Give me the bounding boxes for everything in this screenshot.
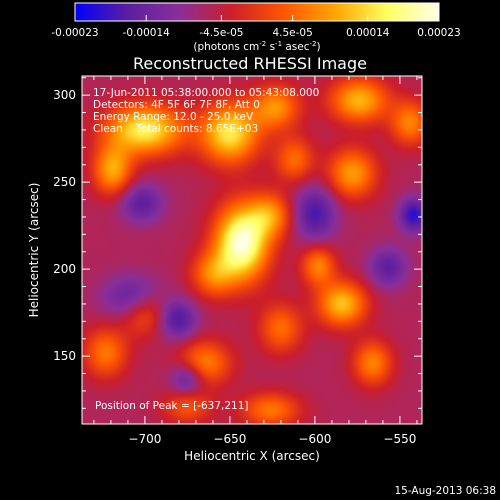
colorbar-tick-label: -4.5e-05 [199,27,243,39]
heatmap-image [82,76,422,424]
y-tick-label: 200 [53,262,76,276]
y-tick-label: 250 [53,175,76,189]
annotation-energy-range: Energy Range: 12.0 - 25.0 keV [93,111,254,123]
y-axis-tick-labels: 150 200 250 300 [53,88,76,363]
y-tick-label: 300 [53,88,76,102]
x-tick-label: −700 [128,432,161,446]
y-tick-label: 150 [53,349,76,363]
y-axis-ticks [82,77,422,409]
x-tick-label: −650 [213,432,246,446]
x-axis-ticks [93,76,418,424]
x-axis-tick-labels: −700 −650 −600 −550 [128,432,416,446]
plot-area: −700 −650 −600 −550 150 200 250 300 [53,75,423,446]
colorbar-tick-labels: -0.00023 -0.00014 -4.5e-05 4.5e-05 0.00014 0.… [51,27,460,39]
x-tick-label: −600 [298,432,331,446]
annotation-block: 17-Jun-2011 05:38:00.000 to 05:43:08.000… [93,87,319,135]
colorbar-ticks [74,15,440,21]
chart-title: Reconstructed RHESSI Image [133,54,367,73]
footer-timestamp: 15-Aug-2013 06:38 [394,485,496,497]
peak-position-label: Position of Peak = [-637,211] [95,400,249,412]
plot-frame [81,75,423,425]
x-tick-label: −550 [383,432,416,446]
colorbar-bar [75,3,439,21]
colorbar-tick-label: 4.5e-05 [272,27,312,39]
annotation-clean-counts: Clean Total counts: 8.65E+03 [93,123,258,135]
colorbar: -0.00023 -0.00014 -4.5e-05 4.5e-05 0.00014 0.… [51,2,461,53]
y-axis-label: Heliocentric Y (arcsec) [27,183,41,318]
annotation-time-range: 17-Jun-2011 05:38:00.000 to 05:43:08.000 [93,87,319,99]
colorbar-tick-label: -0.00014 [123,27,171,39]
colorbar-tick-label: -0.00023 [51,27,98,39]
colorbar-frame [74,2,440,22]
annotation-detectors: Detectors: 4F 5F 6F 7F 8F, Att 0 [93,99,260,111]
colorbar-tick-label: 0.00023 [417,27,460,39]
x-axis-label: Heliocentric X (arcsec) [184,449,320,463]
colorbar-tick-label: 0.00014 [346,27,390,39]
colorbar-unit-label: (photons cm-2 s-1 asec-2) [193,40,320,53]
